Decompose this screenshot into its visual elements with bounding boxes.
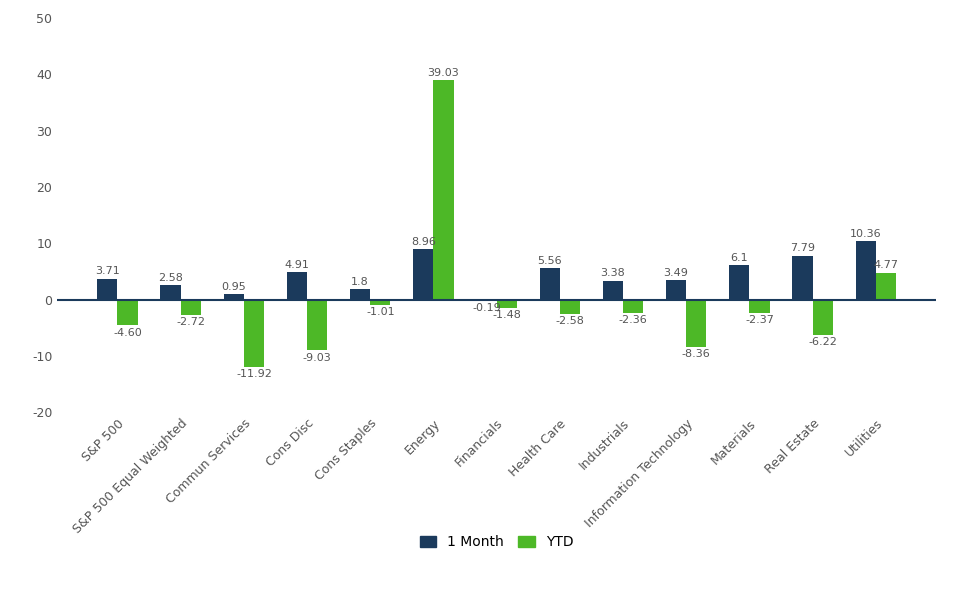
Text: -1.01: -1.01: [366, 307, 394, 318]
Bar: [497, 299, 517, 308]
Text: 4.77: 4.77: [874, 261, 899, 270]
Text: 0.95: 0.95: [222, 282, 246, 292]
Text: -11.92: -11.92: [236, 369, 272, 379]
Bar: [286, 272, 307, 299]
Bar: [371, 299, 391, 305]
Text: 8.96: 8.96: [411, 237, 435, 247]
Text: -4.60: -4.60: [114, 328, 142, 338]
Text: 2.58: 2.58: [159, 273, 183, 283]
Bar: [876, 273, 896, 299]
Bar: [750, 299, 770, 313]
Text: -2.36: -2.36: [619, 315, 647, 325]
Bar: [180, 299, 201, 315]
Bar: [603, 281, 623, 299]
Text: -6.22: -6.22: [808, 337, 838, 347]
Text: -8.36: -8.36: [682, 349, 711, 359]
Text: 1.8: 1.8: [351, 277, 369, 287]
Text: -0.19: -0.19: [472, 303, 500, 313]
Bar: [97, 279, 117, 299]
Bar: [540, 268, 560, 299]
Bar: [223, 294, 244, 299]
Bar: [244, 299, 265, 367]
Text: -2.37: -2.37: [745, 315, 774, 325]
Bar: [856, 241, 876, 299]
Bar: [414, 249, 434, 299]
Text: 3.38: 3.38: [601, 268, 626, 278]
Bar: [666, 280, 687, 299]
Text: -1.48: -1.48: [492, 310, 521, 320]
Bar: [793, 256, 813, 299]
Legend: 1 Month, YTD: 1 Month, YTD: [414, 530, 579, 555]
Bar: [160, 285, 180, 299]
Bar: [687, 299, 707, 347]
Text: -9.03: -9.03: [303, 353, 331, 362]
Text: 3.71: 3.71: [95, 267, 119, 276]
Text: 6.1: 6.1: [731, 253, 748, 263]
Text: 7.79: 7.79: [790, 244, 815, 253]
Text: 4.91: 4.91: [285, 259, 309, 270]
Text: 10.36: 10.36: [850, 229, 881, 239]
Bar: [307, 299, 328, 350]
Text: -2.72: -2.72: [177, 317, 205, 327]
Bar: [434, 80, 454, 299]
Text: 5.56: 5.56: [538, 256, 562, 266]
Bar: [623, 299, 644, 313]
Bar: [729, 265, 750, 299]
Text: 39.03: 39.03: [428, 68, 459, 78]
Bar: [813, 299, 833, 335]
Text: 3.49: 3.49: [664, 268, 689, 278]
Bar: [117, 299, 138, 325]
Bar: [350, 290, 371, 299]
Text: -2.58: -2.58: [556, 316, 584, 326]
Bar: [560, 299, 580, 314]
Bar: [477, 299, 497, 301]
